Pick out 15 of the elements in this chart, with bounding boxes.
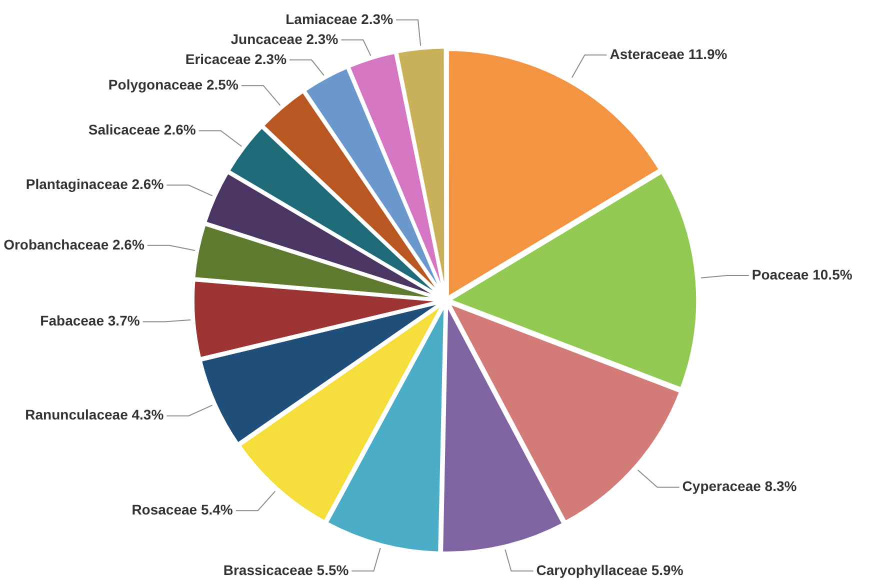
slice-label: Poaceae 10.5% [752, 266, 853, 282]
slice-label: Ericaceae 2.3% [185, 50, 288, 67]
slice-label: Polygonaceae 2.5% [108, 76, 239, 92]
slice-label: Orobanchaceae 2.6% [4, 236, 145, 252]
slice-label: Fabaceae 3.7% [40, 312, 140, 329]
slice-label: Asteraceae 11.9% [610, 46, 728, 62]
slice-label: Rosaceae 5.4% [132, 501, 234, 518]
slice-label: Juncaceae 2.3% [230, 30, 339, 47]
slice-label: Brassicaceae 5.5% [223, 562, 350, 578]
slice-label: Salicaceae 2.6% [88, 122, 196, 138]
slice-label: Plantaginaceae 2.6% [26, 176, 164, 192]
slice-label: Caryophyllaceae 5.9% [536, 562, 684, 578]
slice-label: Ranunculaceae 4.3% [25, 406, 164, 423]
slice-label: Cyperaceae 8.3% [682, 478, 798, 494]
slice-label: Lamiaceae 2.3% [286, 10, 394, 27]
